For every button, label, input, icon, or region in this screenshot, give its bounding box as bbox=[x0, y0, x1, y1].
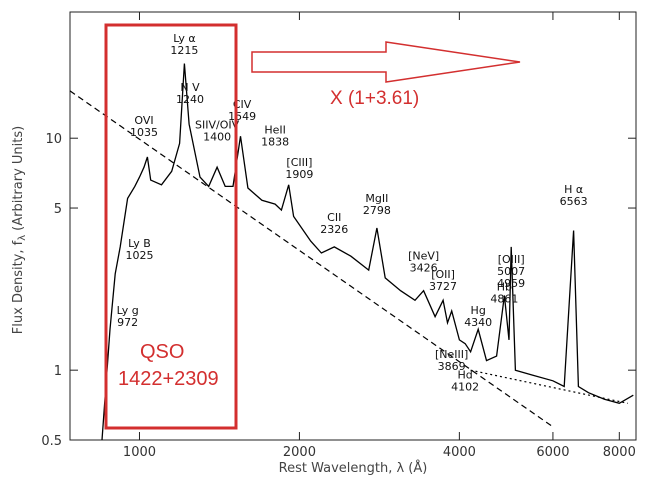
line-annotation-name: CIV bbox=[233, 98, 252, 111]
line-annotation-wavelength: 1035 bbox=[130, 126, 158, 139]
x-axis-ticks: 1000 2000 4000 6000 8000 bbox=[123, 12, 636, 460]
x-tick-label: 8000 bbox=[603, 445, 636, 460]
line-annotation-name: HeII bbox=[264, 123, 286, 136]
y-axis-title-unit: (Arbitrary Units) bbox=[11, 126, 26, 231]
line-annotation: [CIII]1909 bbox=[285, 156, 313, 181]
line-annotation-wavelength: 1025 bbox=[125, 249, 153, 262]
line-annotation: [NeV]3426 bbox=[408, 249, 439, 274]
y-axis-title: Flux Density, fλ (Arbitrary Units) bbox=[11, 126, 28, 334]
line-annotation-wavelength: 2326 bbox=[320, 223, 348, 236]
line-annotation-wavelength: 3727 bbox=[429, 280, 457, 293]
series-layer bbox=[69, 63, 634, 441]
y-tick-label: 5 bbox=[54, 202, 62, 217]
line-annotation-wavelength: 1215 bbox=[170, 44, 198, 57]
qso-id: 1422+2309 bbox=[118, 368, 219, 390]
x-tick-label: 4000 bbox=[443, 445, 476, 460]
y-axis-title-sub: λ bbox=[17, 235, 28, 241]
x-axis-title: Rest Wavelength, λ (Å) bbox=[279, 460, 428, 476]
line-annotation-wavelength: 4959 bbox=[497, 277, 525, 290]
line-annotation-name: OVI bbox=[134, 114, 153, 127]
plot-frame bbox=[69, 11, 637, 441]
line-annotation-name: Ly B bbox=[128, 237, 151, 250]
line-annotation-wavelength: 4102 bbox=[451, 381, 479, 394]
spectrum-line bbox=[101, 63, 634, 441]
line-annotation-wavelength: 3869 bbox=[438, 360, 466, 373]
qso-highlight-box bbox=[104, 23, 238, 430]
x-tick-label: 1000 bbox=[123, 445, 156, 460]
y-axis-ticks: 0.5 1 5 10 bbox=[41, 132, 636, 449]
line-annotation: [NeIII]3869 bbox=[435, 348, 468, 373]
line-annotation-name: [OII] bbox=[431, 268, 455, 281]
line-annotation-name: CII bbox=[327, 211, 341, 224]
line-annotation-name: Ly g bbox=[117, 304, 139, 317]
line-annotation-name: N V bbox=[180, 81, 200, 94]
line-annotation-name: [NeIII] bbox=[435, 348, 468, 361]
qso-name: QSO bbox=[140, 341, 184, 363]
x-tick-label: 2000 bbox=[283, 445, 316, 460]
y-tick-label: 0.5 bbox=[41, 434, 62, 449]
line-annotation-wavelength: 2798 bbox=[363, 204, 391, 217]
line-annotation-name: SIIV/OIV bbox=[195, 119, 240, 132]
line-annotation-wavelength: 4340 bbox=[464, 316, 492, 329]
line-annotation-wavelength: 5007 bbox=[497, 265, 525, 278]
line-annotation-name: Hd bbox=[458, 369, 473, 382]
line-annotation-wavelength: 3426 bbox=[410, 261, 438, 274]
y-tick-label: 10 bbox=[45, 132, 62, 147]
line-annotation-wavelength: 1240 bbox=[176, 93, 204, 106]
line-annotation-wavelength: 4861 bbox=[490, 293, 518, 306]
line-annotation-wavelength: 972 bbox=[117, 316, 138, 329]
line-annotation-name: Hb bbox=[497, 281, 512, 294]
y-tick-label: 1 bbox=[54, 364, 62, 379]
line-annotation-wavelength: 1909 bbox=[285, 168, 313, 181]
line-annotation-wavelength: 6563 bbox=[560, 195, 588, 208]
line-annotation-name: [OIII] bbox=[498, 253, 525, 266]
line-annotation-wavelength: 1549 bbox=[228, 110, 256, 123]
line-annotation-name: [NeV] bbox=[408, 249, 439, 262]
line-annotation-wavelength: 1400 bbox=[203, 131, 231, 144]
line-annotation-name: Ly α bbox=[173, 32, 195, 45]
line-annotation-name: Hg bbox=[471, 304, 486, 317]
line-annotation-wavelength: 1838 bbox=[261, 135, 289, 148]
line-annotation-name: [CIII] bbox=[286, 156, 312, 169]
line-annotation-name: MgII bbox=[365, 192, 388, 205]
line-annotation-name: H α bbox=[564, 183, 583, 196]
line-annotation: [OII]3727 bbox=[429, 268, 457, 293]
redshift-label: X (1+3.61) bbox=[330, 88, 419, 109]
x-tick-label: 6000 bbox=[536, 445, 569, 460]
y-axis-title-main: Flux Density, f bbox=[11, 240, 26, 334]
continuum-fit-dotted bbox=[470, 369, 628, 404]
redshift-arrow-icon bbox=[251, 41, 521, 83]
